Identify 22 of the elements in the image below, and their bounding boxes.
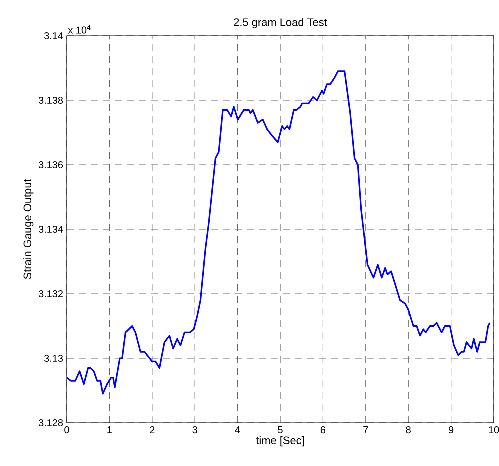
x-axis-title: time [Sec] (256, 436, 304, 447)
chart-title: 2.5 gram Load Test (234, 18, 328, 28)
x-tick-label: 3 (192, 426, 198, 434)
text: x 10$^{4}$ (68, 25, 91, 34)
y-tick-label: 3.138 (38, 96, 64, 104)
y-tick-label: 3.136 (38, 161, 64, 169)
y-axis-title: Strain Gauge Output (23, 179, 34, 280)
x-tick-label: 7 (364, 426, 368, 434)
x-tick-label: 2 (150, 426, 155, 434)
x-tick-label: 1 (108, 426, 112, 434)
y-tick-label: 3.14 (44, 32, 64, 40)
x-tick-label: 10 (489, 426, 499, 434)
y-tick-label: 3.128 (38, 419, 64, 427)
x-tick-label: 4 (235, 426, 240, 434)
y-tick-label: 3.13 (44, 354, 64, 362)
y-tick-label: 3.134 (38, 226, 64, 234)
x-tick-label: 9 (449, 426, 454, 434)
x-tick-label: 5 (278, 426, 283, 434)
x-tick-label: 6 (320, 426, 326, 434)
x-tick-label: 8 (406, 426, 411, 434)
y-tick-label: 3.132 (38, 290, 63, 298)
x-tick-label: 0 (64, 426, 70, 434)
